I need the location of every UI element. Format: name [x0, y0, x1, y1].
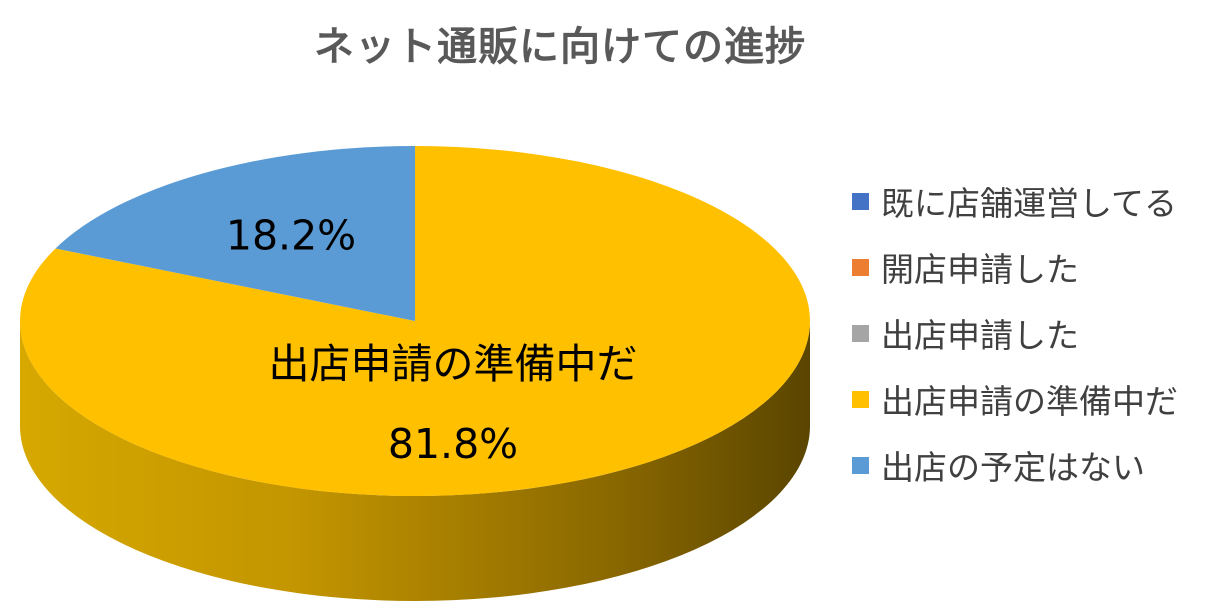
legend-item: 出店の予定はない [852, 432, 1178, 498]
legend-swatch [852, 390, 869, 408]
data-label-value-3: 81.8% [388, 420, 518, 468]
legend-label: 出店申請した [881, 316, 1079, 355]
legend-label: 既に店舗運営してる [881, 184, 1178, 223]
legend-label: 開店申請した [881, 250, 1079, 289]
legend-swatch [852, 192, 869, 210]
legend-item: 既に店舗運営してる [852, 168, 1178, 234]
legend-swatch [852, 456, 869, 474]
legend-item: 出店申請した [852, 300, 1178, 366]
legend-item: 出店申請の準備中だ [852, 366, 1178, 432]
data-label-category-3: 出店申請の準備中だ [269, 340, 638, 388]
legend-label: 出店の予定はない [881, 448, 1145, 487]
data-label-value-4: 18.2% [226, 212, 356, 260]
legend-item: 開店申請した [852, 234, 1178, 300]
legend-swatch [852, 258, 869, 276]
legend-swatch [852, 324, 869, 342]
pie-slice-3 [19, 146, 810, 496]
legend-label: 出店申請の準備中だ [881, 382, 1178, 421]
legend: 既に店舗運営してる 開店申請した 出店申請した出店申請の準備中だ 出店の予定はない [852, 168, 1178, 498]
pie-slice-4 [55, 146, 415, 321]
pie-side-3 [20, 321, 810, 601]
chart-title: ネット通販に向けての進捗 [314, 24, 806, 70]
